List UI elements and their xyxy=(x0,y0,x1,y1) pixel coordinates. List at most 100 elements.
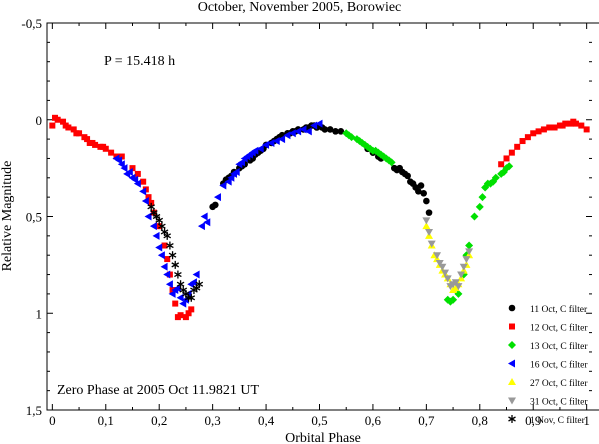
data-point xyxy=(232,167,240,176)
data-point xyxy=(422,217,431,225)
legend-label: 27 Oct, C filter xyxy=(530,378,588,389)
x-tick-label: 0,5 xyxy=(311,413,327,428)
data-point xyxy=(176,293,184,302)
data-point xyxy=(158,222,166,231)
y-tick-label: 0 xyxy=(36,113,43,128)
data-point xyxy=(498,161,505,168)
chart-title: October, November 2005, Borowiec xyxy=(197,0,402,15)
series-2 xyxy=(49,114,590,321)
data-point xyxy=(256,144,264,153)
data-point xyxy=(441,269,450,277)
data-point xyxy=(163,231,172,240)
legend-marker xyxy=(508,378,516,385)
data-point xyxy=(420,189,427,197)
data-point xyxy=(164,256,171,263)
data-point xyxy=(179,299,187,308)
legend-label: 31 Oct, C filter xyxy=(530,397,588,408)
data-point xyxy=(125,167,133,176)
data-point xyxy=(84,136,91,143)
data-point xyxy=(227,173,235,182)
data-point xyxy=(115,156,123,165)
data-point xyxy=(219,181,227,190)
data-point xyxy=(508,149,515,156)
data-point xyxy=(387,158,396,167)
y-axis-label: Relative Magnitude xyxy=(0,161,15,272)
legend-label: 12 Oct, C filter xyxy=(530,323,588,334)
data-point xyxy=(163,270,171,279)
data-point xyxy=(165,280,173,289)
data-point xyxy=(438,263,447,271)
data-point xyxy=(182,314,189,321)
legend-marker xyxy=(509,323,515,330)
y-tick-label: -0,5 xyxy=(21,16,42,31)
data-point xyxy=(203,218,211,227)
data-points xyxy=(49,114,590,321)
legend-item: 11 Oct, C filter xyxy=(508,304,588,315)
data-point xyxy=(141,197,149,206)
data-point xyxy=(168,251,177,260)
data-point xyxy=(454,283,463,291)
x-tick-label: 1 xyxy=(583,413,590,428)
legend-item: 13 Oct, C filter xyxy=(508,341,588,352)
data-point xyxy=(283,131,291,140)
data-point xyxy=(174,270,182,279)
data-point xyxy=(120,164,128,173)
data-point xyxy=(278,135,286,144)
data-point xyxy=(185,310,192,317)
y-tick-label: 0,5 xyxy=(26,210,42,225)
data-point xyxy=(147,202,156,211)
data-point xyxy=(102,145,109,152)
data-point xyxy=(505,162,514,171)
data-point xyxy=(188,306,195,313)
x-tick-label: 0,9 xyxy=(525,413,541,428)
legend-item: 27 Oct, C filter xyxy=(508,378,588,389)
data-point xyxy=(304,127,312,136)
data-point xyxy=(530,130,537,137)
data-point xyxy=(192,270,200,279)
data-point xyxy=(166,241,174,250)
data-point xyxy=(139,187,147,196)
data-point xyxy=(65,124,72,131)
data-point xyxy=(267,138,275,147)
data-point xyxy=(195,280,204,289)
data-point xyxy=(272,137,280,146)
data-point xyxy=(189,278,197,287)
data-point xyxy=(524,134,531,141)
data-point xyxy=(475,202,484,211)
data-point xyxy=(415,188,422,195)
data-point xyxy=(172,300,179,307)
data-point xyxy=(562,120,569,127)
data-point xyxy=(551,124,558,131)
data-point xyxy=(310,121,318,130)
data-point xyxy=(491,173,500,182)
data-point xyxy=(451,284,460,292)
data-point xyxy=(117,160,125,169)
plot-frame xyxy=(46,22,599,411)
axis-ticks: 0 0,1 0,2 0,3 0,4 0,5 0,6 0,7 0,8 0,9 1 -0,5 0 0,5 1 1,… xyxy=(21,16,592,428)
legend-marker xyxy=(508,304,516,312)
data-point xyxy=(140,178,147,185)
series-6 xyxy=(422,217,474,291)
zero-phase-annotation: Zero Phase at 2005 Oct 11.9821 UT xyxy=(57,383,259,398)
data-point xyxy=(177,312,184,319)
data-point xyxy=(583,126,590,133)
y-tick-label: 1,5 xyxy=(26,403,42,418)
data-point xyxy=(423,197,430,205)
data-point xyxy=(160,262,168,271)
data-point xyxy=(224,177,232,186)
data-point xyxy=(422,222,431,230)
x-tick-label: 0,8 xyxy=(472,413,488,428)
x-tick-label: 0,2 xyxy=(151,413,167,428)
data-point xyxy=(251,146,259,155)
data-point xyxy=(425,228,434,236)
legend-label: 13 Oct, C filter xyxy=(530,341,588,352)
data-point xyxy=(435,259,444,267)
data-point xyxy=(187,293,196,302)
x-axis-label: Orbital Phase xyxy=(285,431,361,444)
data-point xyxy=(578,122,585,129)
data-point xyxy=(149,222,157,231)
data-point xyxy=(326,126,334,133)
period-annotation: P = 15.418 h xyxy=(104,54,175,69)
data-point xyxy=(133,179,141,188)
